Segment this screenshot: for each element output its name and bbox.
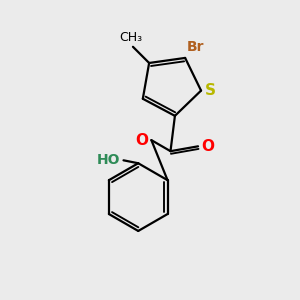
Text: O: O [135, 133, 148, 148]
Text: CH₃: CH₃ [119, 32, 142, 44]
Text: HO: HO [97, 153, 121, 167]
Text: S: S [205, 83, 216, 98]
Text: O: O [202, 139, 214, 154]
Text: Br: Br [187, 40, 204, 54]
